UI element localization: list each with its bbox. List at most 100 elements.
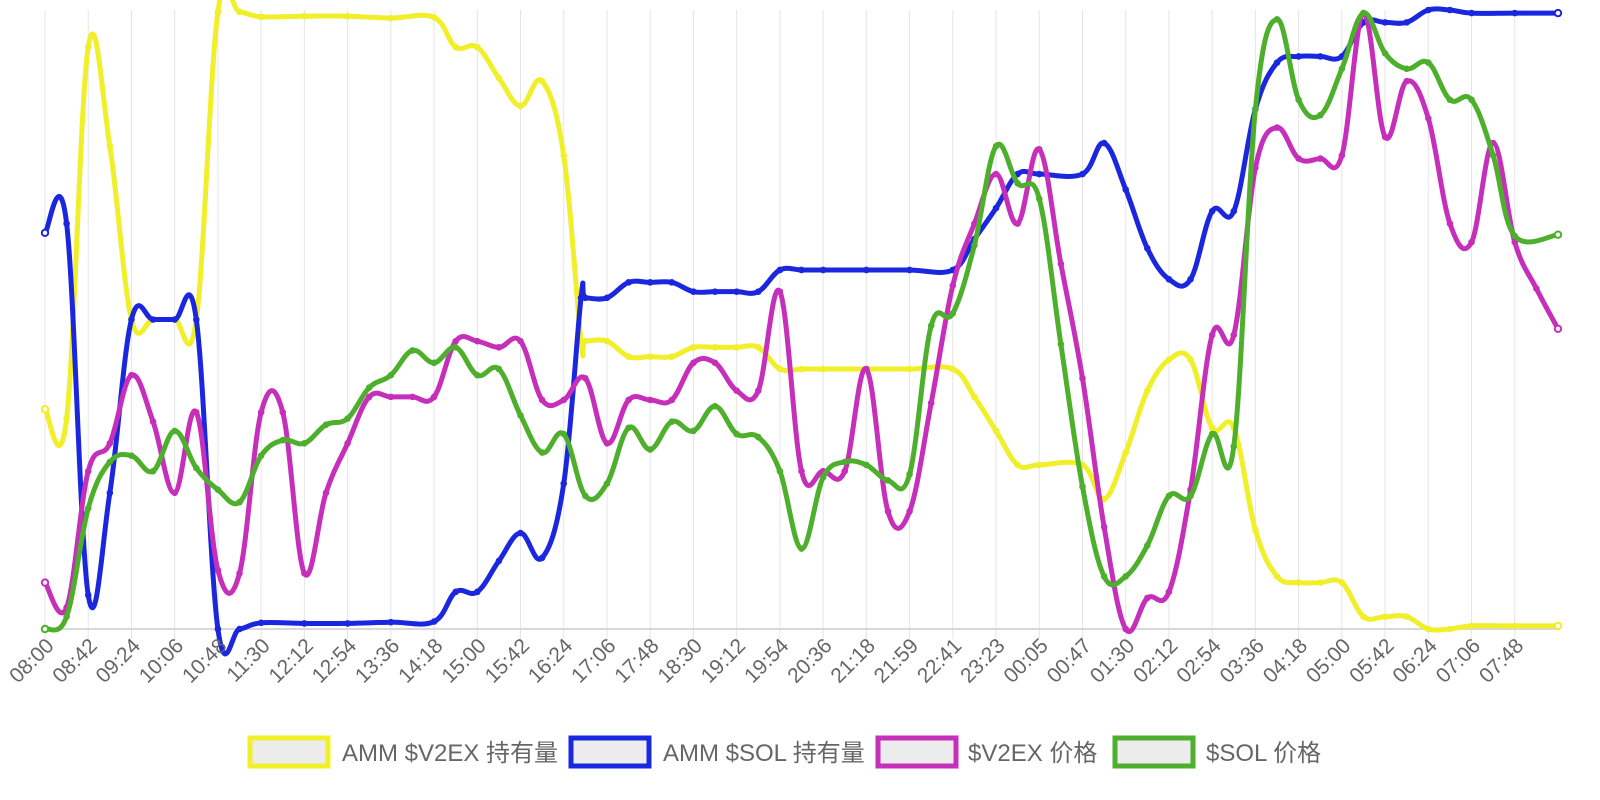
x-tick-label: 22:41 <box>913 634 966 687</box>
data-point <box>1165 275 1173 283</box>
data-point <box>863 461 870 469</box>
data-point <box>1165 356 1173 364</box>
data-point <box>1446 96 1454 104</box>
data-point <box>582 337 589 345</box>
data-point <box>1295 96 1302 104</box>
data-point <box>819 474 827 481</box>
series-1 <box>40 0 1563 633</box>
data-point <box>1316 111 1324 119</box>
data-point <box>1100 139 1108 147</box>
data-point <box>301 569 308 577</box>
data-point <box>1316 155 1324 162</box>
data-point <box>1100 573 1108 580</box>
data-point <box>949 282 957 289</box>
data-point <box>668 396 676 404</box>
data-point <box>106 142 114 150</box>
data-point <box>906 470 913 478</box>
data-point <box>40 228 50 238</box>
data-point <box>1079 375 1086 382</box>
data-point <box>452 43 459 51</box>
data-point <box>1273 573 1281 580</box>
data-point <box>1035 461 1043 469</box>
data-point <box>819 266 827 274</box>
data-point <box>214 625 222 633</box>
data-point <box>1230 331 1238 339</box>
data-point <box>711 344 719 351</box>
data-point <box>40 624 50 634</box>
data-point <box>1360 613 1367 620</box>
data-point <box>1446 625 1454 633</box>
x-tick-label: 14:18 <box>394 634 447 687</box>
data-point <box>473 43 481 51</box>
data-point <box>149 316 157 323</box>
data-point <box>63 220 70 227</box>
data-point <box>301 620 308 627</box>
data-point <box>603 337 611 345</box>
data-point <box>1144 594 1151 602</box>
data-point <box>1425 6 1432 14</box>
data-point <box>603 440 611 447</box>
data-point <box>646 353 654 360</box>
data-point <box>733 387 740 394</box>
series-layer <box>40 0 1563 657</box>
data-point <box>1165 588 1173 596</box>
data-point <box>452 344 459 351</box>
data-point <box>1079 170 1086 178</box>
data-point <box>625 396 632 404</box>
x-tick-label: 00:47 <box>1043 634 1096 687</box>
data-point <box>1079 483 1086 490</box>
x-tick-label: 16:24 <box>524 634 578 688</box>
legend-layer: AMM $V2EX 持有量 AMM $SOL 持有量 $V2EX 价格 $SOL 价格 <box>247 735 1321 769</box>
data-point <box>992 204 1000 212</box>
x-tick-label: 21:18 <box>826 634 879 687</box>
data-point <box>1511 232 1519 240</box>
data-point <box>1014 180 1021 187</box>
data-point <box>971 241 978 249</box>
data-point <box>1403 77 1410 85</box>
legend-swatch <box>1112 735 1196 769</box>
data-point <box>452 588 459 596</box>
data-point <box>1446 220 1454 227</box>
x-tick-label: 09:24 <box>92 634 146 688</box>
data-point <box>193 409 200 416</box>
data-point <box>798 266 805 274</box>
x-tick-label: 02:54 <box>1172 634 1226 688</box>
legend-swatch <box>247 735 331 769</box>
data-point <box>1403 19 1410 26</box>
data-point <box>733 288 740 295</box>
data-point <box>1468 238 1475 246</box>
data-point <box>1511 238 1519 246</box>
data-point <box>257 409 265 416</box>
data-point <box>495 74 503 82</box>
data-point <box>776 365 784 373</box>
data-point <box>171 489 178 497</box>
data-point <box>1035 170 1043 178</box>
data-point <box>473 371 481 379</box>
data-point <box>1403 613 1410 620</box>
data-point <box>603 480 611 487</box>
data-point <box>1446 6 1454 14</box>
data-point <box>1165 492 1173 500</box>
data-point <box>690 288 697 295</box>
data-point <box>1381 50 1389 57</box>
data-point <box>1468 622 1475 630</box>
data-point <box>1425 59 1432 66</box>
data-point <box>106 489 114 497</box>
data-point <box>754 433 762 441</box>
data-point <box>214 486 222 494</box>
data-point <box>1338 152 1346 159</box>
data-point <box>927 322 935 329</box>
data-point <box>625 424 632 432</box>
data-point <box>193 316 200 323</box>
data-point <box>754 344 762 351</box>
x-tick-label: 05:42 <box>1345 634 1398 687</box>
data-point <box>538 449 546 456</box>
data-point <box>819 365 827 373</box>
data-point <box>40 405 50 414</box>
data-point <box>733 430 740 438</box>
data-point <box>322 489 330 497</box>
x-tick-label: 00:05 <box>999 634 1052 687</box>
data-point <box>906 508 913 515</box>
data-point <box>214 8 222 16</box>
data-point <box>1057 260 1065 268</box>
